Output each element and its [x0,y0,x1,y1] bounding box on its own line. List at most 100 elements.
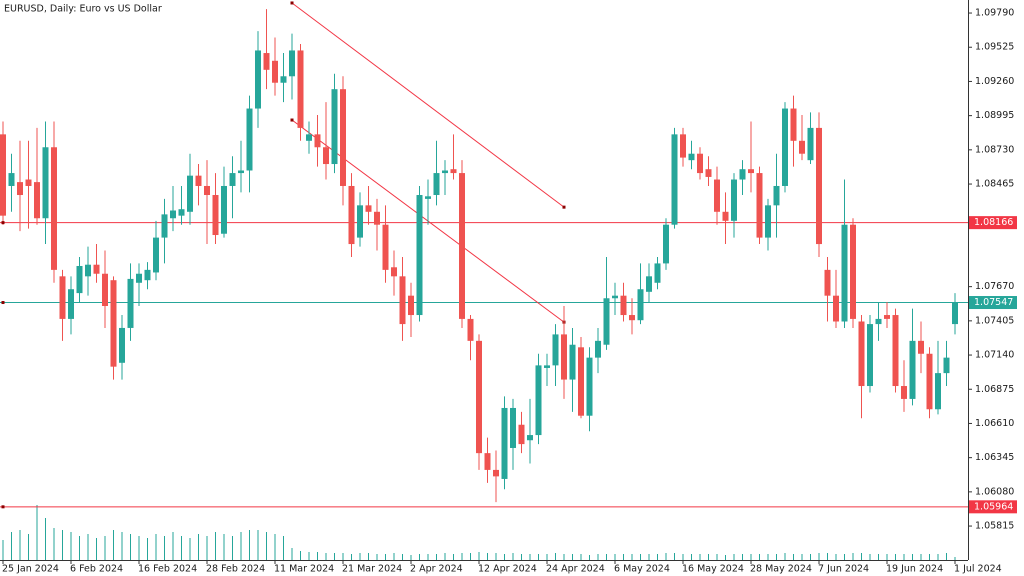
candle-body [76,265,83,294]
candle-body [705,169,712,177]
candle-body [637,289,644,321]
x-tick-label: 16 May 2024 [682,564,744,575]
line-anchor [1,301,5,305]
candle-body [561,334,567,380]
y-tick-label: 1.06610 [975,418,1014,429]
candle-body [671,134,678,225]
candle-body [552,334,559,366]
candle-body [102,273,108,307]
x-tick-label: 25 Jan 2024 [2,564,59,575]
candle-body [544,365,550,368]
candle-body [493,469,499,477]
candle-body [272,60,278,83]
candle-body [187,175,193,212]
candle-body [178,209,185,216]
candle-body [8,173,15,186]
candle-body [170,210,176,219]
y-tick-label: 1.09260 [975,76,1014,87]
candle-body [926,353,933,410]
price-label: 1.05964 [974,501,1013,512]
line-anchor [1,221,5,225]
trend-anchor [290,118,294,122]
price-label: 1.07547 [974,297,1013,308]
candle-body [297,50,304,128]
candle-body [807,127,814,161]
candle-body [773,185,780,206]
candle-body [246,108,253,171]
y-tick-label: 1.08465 [975,179,1014,190]
price-label-box [969,296,1017,310]
candle-body [263,53,270,70]
candle-body [578,347,584,416]
candle-body [0,134,6,216]
candle-body [408,295,414,316]
candle-body [484,453,491,470]
x-tick-label: 2 Apr 2024 [410,564,463,575]
trend-anchor [290,1,294,5]
candle-body [646,276,652,292]
candle-body [867,324,873,387]
candle-body [476,340,482,454]
candle-body [136,273,142,283]
candle-body [331,89,338,165]
candle-body [59,276,66,319]
candle-body [85,264,91,277]
candle-body [17,182,23,196]
candle-body [425,196,431,199]
candle-body [858,321,865,387]
price-label-box [969,216,1017,230]
y-tick-label: 1.07140 [975,350,1014,361]
candle-body [654,263,661,283]
candle-body [697,153,703,174]
y-tick-label: 1.08995 [975,110,1014,121]
candle-body [620,295,627,316]
candle-body [603,298,610,345]
candle-body [238,170,244,174]
candle-body [433,173,440,196]
candle-body [765,205,771,238]
candle-body [365,205,372,212]
x-tick-label: 28 May 2024 [750,564,812,575]
candle-body [467,318,474,341]
candle-body [25,179,32,186]
candle-body [739,169,746,180]
candle-body [586,357,593,416]
candle-body [952,302,958,325]
candle-body [943,357,950,374]
candle-body [42,147,49,219]
x-tick-label: 28 Feb 2024 [206,564,265,575]
candle-body [289,50,295,77]
candle-body [374,211,380,225]
candle-body [612,295,618,299]
candle-body [212,195,219,236]
candle-body [93,264,100,274]
candle-body [127,278,134,328]
y-tick-label: 1.09790 [975,8,1014,19]
candle-body [255,50,261,109]
candle-body [459,173,465,319]
candle-body [824,269,831,296]
candle-body [306,134,312,141]
y-tick-label: 1.07405 [975,315,1014,326]
x-tick-label: 7 Jun 2024 [818,564,869,575]
y-tick-label: 1.09525 [975,42,1014,53]
candle-body [161,214,168,238]
candle-body [901,386,907,399]
price-label: 1.08166 [974,217,1013,228]
candle-body [816,127,822,245]
candle-body [119,327,125,363]
x-tick-label: 24 Apr 2024 [546,564,605,575]
candle-body [221,185,227,234]
candle-body [382,224,389,270]
candle-body [527,435,533,441]
candle-body [144,269,151,281]
candle-body [595,340,601,358]
candle-body [510,407,516,448]
candle-body [518,424,525,445]
candle-body [663,224,669,264]
candle-body [416,195,423,316]
candle-body [535,365,542,436]
candle-body [884,315,890,319]
